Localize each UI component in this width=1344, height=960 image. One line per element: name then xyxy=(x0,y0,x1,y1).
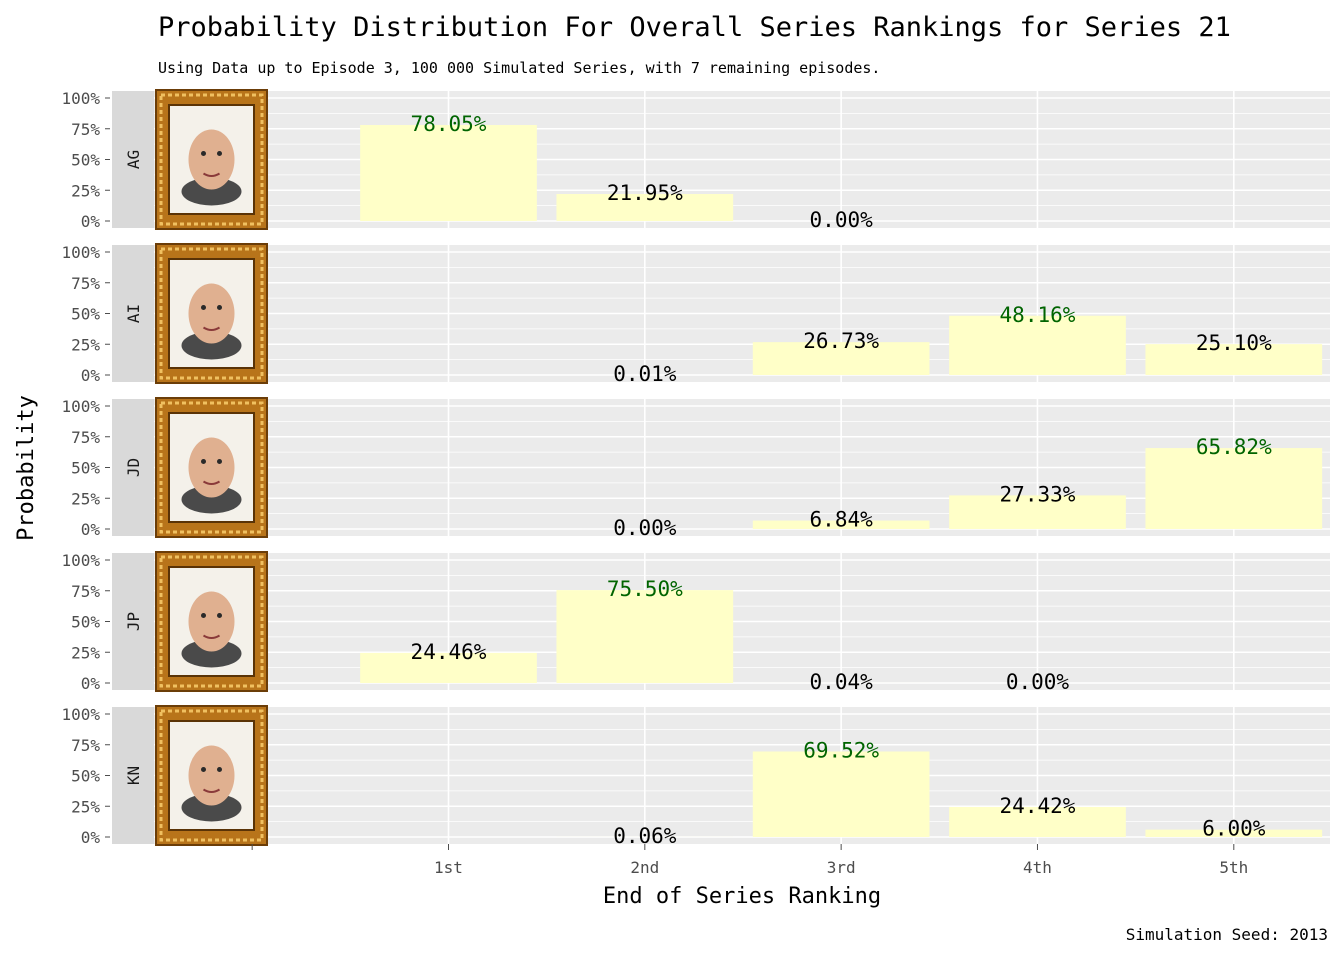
contestant-portrait xyxy=(155,243,268,384)
x-axis-title: End of Series Ranking xyxy=(603,884,881,909)
y-tick-label: 50% xyxy=(71,767,100,786)
y-tick-label: 100% xyxy=(61,705,100,724)
y-tick-label: 75% xyxy=(71,274,100,293)
facet-strip-label: KN xyxy=(124,766,143,785)
x-tick-label: 2nd xyxy=(630,858,659,877)
bar-value-label: 75.50% xyxy=(607,577,683,601)
bar-value-label: 0.01% xyxy=(613,362,677,386)
bar-ag-1st xyxy=(360,124,537,221)
bar-value-label: 65.82% xyxy=(1196,435,1272,459)
facet-panels: 0% 25% 50% 75% 100% AG 78.05% 21.95% 0.00% 0% 25% 5… xyxy=(61,89,1330,848)
bar-jd-4th xyxy=(949,495,1126,529)
panel-jp: 0% 25% 50% 75% 100% JP 24.46% 75.50% 0.04% 0.00% xyxy=(61,551,1330,694)
y-tick-label: 100% xyxy=(61,551,100,570)
facet-strip-label: AI xyxy=(124,304,143,323)
y-tick-label: 75% xyxy=(71,428,100,447)
bar-kn-4th xyxy=(949,806,1126,837)
contestant-portrait xyxy=(155,397,268,538)
x-tick-label: 4th xyxy=(1023,858,1052,877)
bar-kn-3rd xyxy=(752,751,930,837)
bar-value-label: 24.42% xyxy=(1000,794,1076,818)
facet-strip-label: JD xyxy=(124,458,143,477)
x-tick-label: 3rd xyxy=(827,858,856,877)
y-tick-label: 25% xyxy=(71,489,100,508)
y-tick-label: 75% xyxy=(71,120,100,139)
facet-strip-label: JP xyxy=(124,612,143,631)
facet-strip xyxy=(112,399,154,536)
chart-subtitle: Using Data up to Episode 3, 100 000 Simu… xyxy=(158,59,880,77)
bar-kn-5th xyxy=(1145,829,1323,837)
panel-ai: 0% 25% 50% 75% 100% AI 0.01% 26.73% 48.16% 25.10% xyxy=(61,243,1330,386)
contestant-portrait xyxy=(155,89,268,230)
bar-value-label: 24.46% xyxy=(411,640,487,664)
bar-ai-4th xyxy=(949,315,1126,375)
bar-ai-3rd xyxy=(752,342,930,375)
bar-value-label: 69.52% xyxy=(803,738,879,762)
y-tick-label: 100% xyxy=(61,89,100,108)
y-tick-label: 0% xyxy=(81,828,101,847)
y-tick-label: 50% xyxy=(71,305,100,324)
bar-jp-2nd xyxy=(556,590,734,683)
y-tick-label: 25% xyxy=(71,797,100,816)
chart-title: Probability Distribution For Overall Ser… xyxy=(158,12,1231,43)
bar-value-label: 25.10% xyxy=(1196,331,1272,355)
facet-strip xyxy=(112,707,154,844)
y-tick-label: 25% xyxy=(71,181,100,200)
bar-ag-2nd xyxy=(556,194,734,221)
y-tick-label: 0% xyxy=(81,674,101,693)
y-tick-label: 75% xyxy=(71,736,100,755)
y-axis-title: Probability xyxy=(14,395,39,541)
facet-strip xyxy=(112,245,154,382)
bar-jp-1st xyxy=(360,652,537,683)
facet-strip xyxy=(112,91,154,228)
y-tick-label: 0% xyxy=(81,366,101,385)
contestant-portrait xyxy=(155,705,268,846)
bar-value-label: 78.05% xyxy=(411,112,487,136)
y-tick-label: 100% xyxy=(61,243,100,262)
x-tick-label: 1st xyxy=(434,858,463,877)
bar-value-label: 0.06% xyxy=(613,824,677,848)
panel-ag: 0% 25% 50% 75% 100% AG 78.05% 21.95% 0.00% xyxy=(61,89,1330,232)
facet-strip xyxy=(112,553,154,690)
bar-value-label: 6.84% xyxy=(810,508,874,532)
y-tick-label: 100% xyxy=(61,397,100,416)
bar-value-label: 0.00% xyxy=(613,516,677,540)
bar-value-label: 6.00% xyxy=(1202,817,1266,841)
facet-strip-label: AG xyxy=(124,150,143,169)
caption: Simulation Seed: 2013 xyxy=(1126,925,1328,944)
bar-value-label: 0.04% xyxy=(810,670,874,694)
bar-jd-3rd xyxy=(752,520,930,529)
y-tick-label: 0% xyxy=(81,212,101,231)
bar-jd-5th xyxy=(1145,448,1323,529)
bar-value-label: 48.16% xyxy=(1000,303,1076,327)
x-tick-label: 5th xyxy=(1219,858,1248,877)
panel-kn: 0% 25% 50% 75% 100% KN 0.06% 69.52% 24.42% 6.00% xyxy=(61,705,1330,848)
x-axis: 1st 2nd 3rd 4th 5th xyxy=(251,844,1248,877)
y-tick-label: 25% xyxy=(71,643,100,662)
y-tick-label: 0% xyxy=(81,520,101,539)
bar-value-label: 27.33% xyxy=(1000,482,1076,506)
bar-value-label: 0.00% xyxy=(810,208,874,232)
y-tick-label: 50% xyxy=(71,459,100,478)
bar-value-label: 0.00% xyxy=(1006,670,1070,694)
bar-ai-5th xyxy=(1145,344,1323,375)
contestant-portrait xyxy=(155,551,268,692)
y-tick-label: 75% xyxy=(71,582,100,601)
y-tick-label: 50% xyxy=(71,151,100,170)
y-tick-label: 25% xyxy=(71,335,100,354)
panel-jd: 0% 25% 50% 75% 100% JD 0.00% 6.84% 27.33% 65.82% xyxy=(61,397,1330,540)
bar-value-label: 21.95% xyxy=(607,181,683,205)
bar-value-label: 26.73% xyxy=(803,329,879,353)
y-tick-label: 50% xyxy=(71,613,100,632)
